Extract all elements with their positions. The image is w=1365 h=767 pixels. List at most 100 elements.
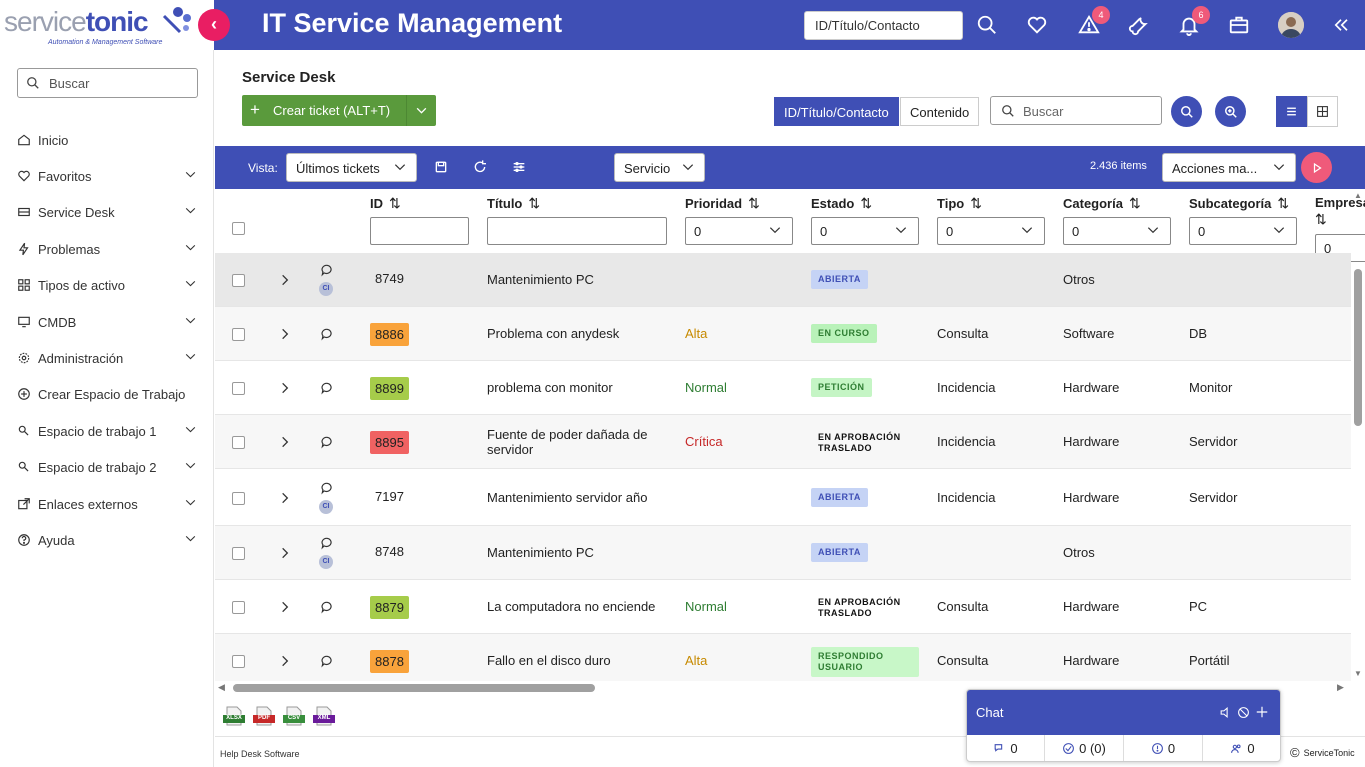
chevron-right-icon[interactable] — [278, 273, 292, 287]
view-select[interactable]: Últimos tickets — [286, 153, 417, 182]
chevron-down-icon[interactable] — [184, 204, 197, 217]
table-row[interactable]: 8886 Problema con anydesk Alta EN CURSO Cons… — [215, 307, 1351, 361]
sidebar-item-administracion[interactable]: Administración — [16, 348, 201, 368]
ticket-id[interactable]: 8899 — [370, 377, 409, 400]
ticket-id[interactable]: 8895 — [370, 431, 409, 454]
chat-stat-agents[interactable]: 0 — [1203, 735, 1280, 761]
scroll-right-icon[interactable]: ▶ — [1337, 682, 1344, 692]
chevron-down-icon[interactable] — [184, 277, 197, 290]
chevron-down-icon[interactable] — [184, 168, 197, 181]
footer-brand[interactable]: © ServiceTonic — [1290, 745, 1355, 760]
ticket-title[interactable]: La computadora no enciende — [487, 599, 656, 614]
table-row[interactable]: CI 8749 Mantenimiento PC ABIERTA Otros — [215, 253, 1351, 307]
comment-icon[interactable] — [320, 327, 334, 341]
ticket-id[interactable]: 8886 — [370, 323, 409, 346]
briefcase-icon[interactable] — [1226, 12, 1252, 38]
ticket-title[interactable]: Fallo en el disco duro — [487, 653, 611, 668]
chevron-right-icon[interactable] — [278, 546, 292, 560]
row-checkbox[interactable] — [232, 274, 245, 287]
chat-widget[interactable]: Chat 0 0 (0) 0 0 — [966, 689, 1281, 762]
table-row[interactable]: 8879 La computadora no enciende Normal EN A… — [215, 580, 1351, 634]
comment-icon[interactable] — [320, 381, 334, 395]
comment-icon[interactable] — [320, 600, 334, 614]
chevron-down-icon[interactable] — [184, 532, 197, 545]
export-pdf-icon[interactable]: PDF — [252, 706, 276, 726]
notifications-bell-icon[interactable]: 6 — [1176, 6, 1210, 38]
list-view-button[interactable] — [1276, 96, 1307, 127]
table-row[interactable]: 8878 Fallo en el disco duro Alta RESPONDIDO… — [215, 634, 1351, 681]
filter-titulo[interactable] — [487, 217, 667, 245]
ticket-id[interactable]: 7197 — [375, 488, 404, 504]
column-header-estado[interactable]: Estado ⇅ — [811, 195, 873, 211]
save-icon[interactable] — [433, 159, 449, 175]
block-icon[interactable] — [1237, 706, 1250, 719]
chat-stat-pending[interactable]: 0 — [1124, 735, 1203, 761]
chevron-down-icon[interactable] — [184, 423, 197, 436]
ticket-title[interactable]: Fuente de poder dañada de servidor — [487, 427, 648, 457]
chevron-right-icon[interactable] — [278, 600, 292, 614]
column-header-subcategoria[interactable]: Subcategoría ⇅ — [1189, 195, 1290, 211]
ticket-id[interactable]: 8879 — [370, 596, 409, 619]
export-csv-icon[interactable]: CSV — [282, 706, 306, 726]
grid-view-button[interactable] — [1307, 96, 1338, 127]
scroll-left-icon[interactable]: ◀ — [218, 682, 225, 692]
sidebar-item-espacio-de-trabajo-2[interactable]: Espacio de trabajo 2 — [16, 457, 201, 477]
ticket-title[interactable]: problema con monitor — [487, 380, 613, 395]
chevron-right-icon[interactable] — [278, 435, 292, 449]
run-action-button[interactable] — [1301, 152, 1332, 183]
ticket-search-input[interactable]: Buscar — [990, 96, 1162, 125]
search-mode-id-button[interactable]: ID/Título/Contacto — [774, 97, 899, 126]
alerts-warning-icon[interactable]: 4 — [1076, 6, 1110, 38]
favorites-heart-icon[interactable] — [1024, 12, 1050, 38]
table-row[interactable]: 8895 Fuente de poder dañada de servidor Crí… — [215, 415, 1351, 469]
ci-badge[interactable]: CI — [319, 282, 333, 296]
row-checkbox[interactable] — [232, 382, 245, 395]
sidebar-item-tipos-de-activo[interactable]: Tipos de activo — [16, 275, 201, 295]
filter-id[interactable] — [370, 217, 469, 245]
chevron-down-icon[interactable] — [184, 350, 197, 363]
sidebar-item-crear-espacio-de-trabajo[interactable]: Crear Espacio de Trabajo — [16, 384, 201, 404]
column-header-prioridad[interactable]: Prioridad ⇅ — [685, 195, 760, 211]
ci-badge[interactable]: CI — [319, 499, 333, 514]
refresh-icon[interactable] — [472, 159, 488, 175]
chevron-down-icon[interactable] — [184, 496, 197, 509]
header-search-input[interactable]: ID/Título/Contacto — [804, 11, 963, 40]
row-checkbox[interactable] — [232, 491, 245, 505]
sort-icon[interactable]: ⇅ — [1277, 195, 1290, 211]
service-select[interactable]: Servicio — [614, 153, 705, 182]
sort-icon[interactable]: ⇅ — [748, 195, 760, 211]
sliders-icon[interactable] — [511, 159, 527, 175]
chevron-right-icon[interactable] — [278, 381, 292, 395]
export-xlsx-icon[interactable]: XLSX — [222, 706, 246, 726]
filter-prioridad[interactable]: 0 — [685, 217, 793, 245]
row-checkbox[interactable] — [232, 436, 245, 449]
search-button[interactable] — [1171, 96, 1202, 127]
row-checkbox[interactable] — [232, 655, 245, 668]
create-ticket-dropdown[interactable] — [406, 95, 436, 126]
sidebar-item-espacio-de-trabajo-1[interactable]: Espacio de trabajo 1 — [16, 421, 201, 441]
ticket-title[interactable]: Mantenimiento servidor año — [487, 489, 648, 505]
double-chevron-left-icon[interactable] — [1328, 12, 1354, 38]
horizontal-scrollbar[interactable]: ◀ ▶ — [215, 682, 1351, 694]
comment-icon[interactable] — [320, 263, 334, 277]
ticket-title[interactable]: Mantenimiento PC — [487, 272, 594, 287]
create-ticket-button[interactable]: + Crear ticket (ALT+T) — [242, 95, 436, 126]
chat-stat-resolved[interactable]: 0 (0) — [1045, 735, 1124, 761]
bulk-actions-select[interactable]: Acciones ma... — [1162, 153, 1296, 182]
chevron-right-icon[interactable] — [278, 654, 292, 668]
comment-icon[interactable] — [320, 435, 334, 449]
plus-icon[interactable] — [1255, 705, 1269, 719]
sort-icon[interactable]: ⇅ — [970, 195, 982, 211]
ci-badge[interactable]: CI — [319, 555, 333, 569]
column-header-categoria[interactable]: Categoría ⇅ — [1063, 195, 1141, 211]
sidebar-search-input[interactable]: Buscar — [17, 68, 198, 98]
column-header-empresa[interactable]: Empresa ⇅ — [1315, 195, 1365, 228]
ticket-id[interactable]: 8749 — [375, 271, 404, 286]
scroll-up-icon[interactable]: ▲ — [1354, 191, 1362, 200]
collapse-sidebar-button[interactable]: ‹ — [198, 9, 230, 41]
chevron-right-icon[interactable] — [278, 491, 292, 505]
search-icon[interactable] — [974, 12, 1000, 38]
comment-icon[interactable] — [320, 536, 334, 550]
sidebar-item-favoritos[interactable]: Favoritos — [16, 166, 201, 186]
chevron-down-icon[interactable] — [184, 241, 197, 254]
